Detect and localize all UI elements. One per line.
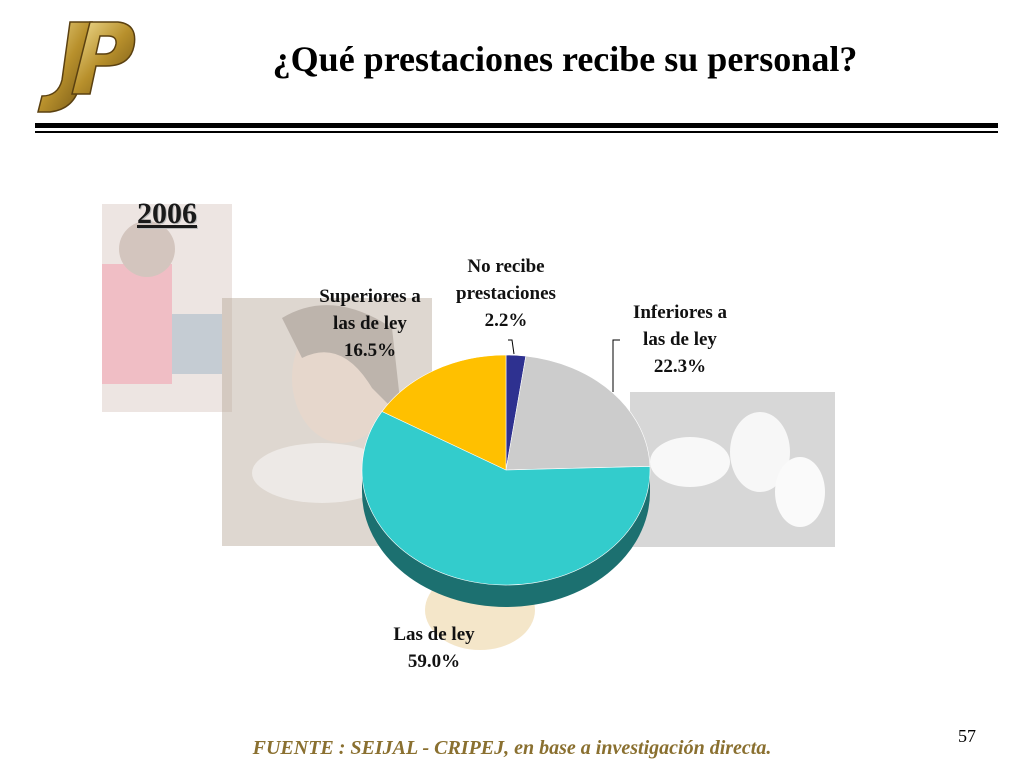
pie-slice-1 [505,355,651,471]
page-number: 57 [958,726,976,746]
leader-line-0 [508,339,515,355]
pie-slice-3 [381,354,507,471]
background-photo-woman [222,298,432,546]
pie-slice-2 [361,411,651,586]
source-note: FUENTE : SEIJAL - CRIPEJ, en base a inve… [252,737,772,759]
pie-side-2 [362,470,650,607]
background-photo-left [102,204,232,412]
year-label: 2006 [137,197,197,230]
background-photo-jewelry [630,392,835,547]
slice-label-1: Inferiores a las de ley 22.3% [633,302,728,377]
title-rule-thin [35,131,998,133]
slide-title: ¿Qué prestaciones recibe su personal? [272,39,858,79]
title-rule-thick [35,123,998,128]
leader-line-1 [612,339,620,392]
slice-label-2: Las de ley 59.0% [393,624,475,672]
slice-label-0: No recibe prestaciones 2.2% [456,256,556,331]
slice-label-3: Superiores a las de ley 16.5% [319,286,421,361]
jp-logo [37,21,136,113]
